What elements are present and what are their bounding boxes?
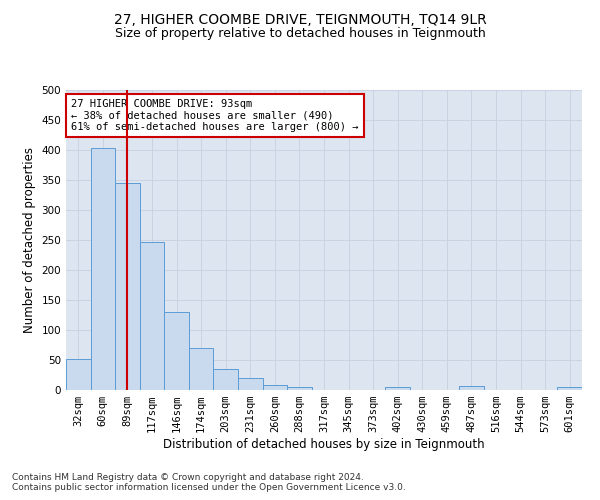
Bar	[263, 385, 287, 390]
Text: Contains HM Land Registry data © Crown copyright and database right 2024.
Contai: Contains HM Land Registry data © Crown c…	[12, 473, 406, 492]
X-axis label: Distribution of detached houses by size in Teignmouth: Distribution of detached houses by size …	[163, 438, 485, 451]
Bar	[91, 148, 115, 390]
Bar	[238, 378, 263, 390]
Bar	[189, 348, 214, 390]
Text: Size of property relative to detached houses in Teignmouth: Size of property relative to detached ho…	[115, 28, 485, 40]
Y-axis label: Number of detached properties: Number of detached properties	[23, 147, 36, 333]
Bar	[140, 242, 164, 390]
Bar	[557, 387, 582, 390]
Bar	[385, 387, 410, 390]
Text: 27, HIGHER COOMBE DRIVE, TEIGNMOUTH, TQ14 9LR: 27, HIGHER COOMBE DRIVE, TEIGNMOUTH, TQ1…	[113, 12, 487, 26]
Bar	[115, 183, 140, 390]
Text: 27 HIGHER COOMBE DRIVE: 93sqm
← 38% of detached houses are smaller (490)
61% of : 27 HIGHER COOMBE DRIVE: 93sqm ← 38% of d…	[71, 99, 359, 132]
Bar	[214, 369, 238, 390]
Bar	[66, 360, 91, 390]
Bar	[287, 387, 312, 390]
Bar	[164, 312, 189, 390]
Bar	[459, 386, 484, 390]
